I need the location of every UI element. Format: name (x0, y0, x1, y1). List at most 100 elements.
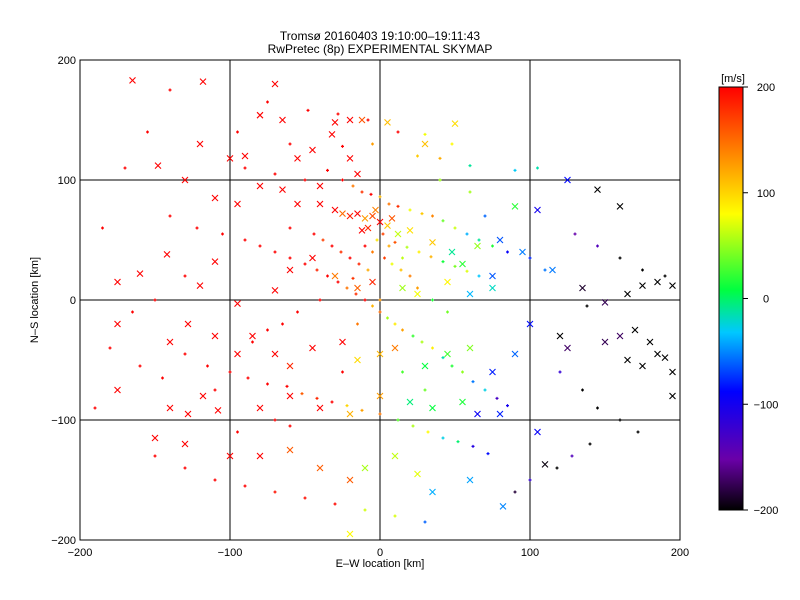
data-point-x (114, 278, 121, 286)
data-point-x (519, 248, 526, 256)
data-point-x (594, 186, 601, 193)
data-point-plus (426, 430, 430, 434)
data-point-plus (438, 178, 442, 182)
data-point-x (226, 452, 234, 460)
data-point-plus (423, 132, 427, 136)
data-point-plus (441, 260, 445, 264)
data-point-x (489, 284, 496, 292)
data-point-plus (303, 262, 307, 266)
data-point-x (601, 299, 609, 306)
data-point-x (354, 356, 361, 364)
data-point-x (249, 332, 256, 340)
data-point-x (346, 212, 354, 220)
data-point-x (286, 392, 294, 400)
data-point-plus (345, 286, 349, 290)
data-point-x (376, 392, 384, 400)
data-point-plus (570, 454, 574, 458)
data-point-plus (288, 424, 292, 428)
data-point-x (466, 344, 474, 352)
data-point-x (211, 194, 219, 202)
data-point-x (286, 446, 294, 454)
data-point-x (316, 464, 324, 472)
data-point-plus (93, 406, 97, 410)
data-point-plus (228, 370, 232, 374)
data-point-x (346, 116, 354, 124)
x-tick-label: 200 (671, 547, 689, 559)
data-point-plus (461, 370, 464, 374)
data-point-x (199, 392, 207, 400)
data-point-plus (596, 244, 599, 248)
data-point-plus (236, 430, 239, 434)
data-point-plus (513, 168, 517, 172)
data-point-plus (375, 238, 379, 242)
data-point-plus (168, 214, 172, 218)
data-point-plus (581, 388, 584, 392)
data-point-plus (486, 452, 490, 456)
data-point-x (669, 368, 676, 376)
data-point-x (136, 270, 144, 277)
data-point-x (534, 206, 541, 214)
data-point-x (294, 155, 301, 162)
data-point-x (489, 368, 496, 376)
data-point-x (234, 350, 241, 358)
data-point-plus (288, 256, 292, 260)
data-point-x (241, 152, 249, 160)
data-point-x (451, 120, 459, 127)
data-point-plus (423, 520, 427, 524)
data-point-plus (495, 396, 499, 400)
colorbar-tick-label: 0 (763, 294, 769, 306)
data-point-plus (288, 226, 292, 230)
data-point-plus (416, 154, 419, 158)
data-point-x (331, 206, 339, 214)
data-point-x (294, 200, 301, 208)
data-point-plus (431, 346, 434, 350)
data-point-x (214, 407, 222, 414)
data-point-x (394, 230, 402, 238)
data-point-plus (281, 322, 284, 326)
data-point-plus (506, 250, 509, 254)
data-point-x (166, 404, 174, 412)
data-point-x (184, 410, 192, 418)
data-point-plus (243, 484, 247, 488)
data-point-x (388, 215, 396, 222)
x-tick-label: 100 (521, 547, 539, 559)
data-point-x (196, 282, 204, 289)
data-point-plus (195, 226, 199, 230)
data-point-plus (378, 412, 382, 416)
data-point-plus (431, 214, 434, 218)
data-point-plus (330, 400, 334, 404)
data-point-x (421, 140, 429, 148)
data-point-plus (326, 274, 329, 278)
data-point-x (414, 470, 421, 478)
data-point-plus (477, 274, 481, 278)
data-point-x (406, 227, 414, 234)
data-point-x (631, 326, 639, 334)
data-point-plus (408, 274, 412, 278)
plot-area (79, 59, 681, 541)
data-point-x (166, 338, 174, 346)
data-point-x (316, 182, 324, 190)
data-point-x (309, 146, 316, 154)
data-point-plus (336, 280, 340, 284)
data-point-plus (471, 380, 475, 384)
data-point-plus (468, 190, 472, 194)
data-point-plus (345, 404, 349, 408)
data-point-plus (213, 478, 217, 482)
data-point-x (129, 77, 136, 84)
chart-subtitle: RwPretec (8p) EXPERIMENTAL SKYMAP (268, 42, 493, 56)
data-point-x (384, 222, 391, 229)
data-point-x (211, 332, 219, 340)
data-point-x (654, 278, 661, 286)
data-point-plus (446, 310, 449, 314)
data-point-plus (341, 370, 344, 374)
colorbar-tick-label: −200 (754, 505, 779, 517)
data-point-x (624, 290, 631, 298)
data-point-plus (396, 130, 400, 134)
data-point-x (354, 284, 361, 292)
data-point-plus (371, 250, 374, 254)
data-point-x (429, 404, 436, 412)
data-point-x (459, 398, 466, 406)
data-point-x (196, 140, 204, 148)
data-point-plus (351, 276, 355, 280)
